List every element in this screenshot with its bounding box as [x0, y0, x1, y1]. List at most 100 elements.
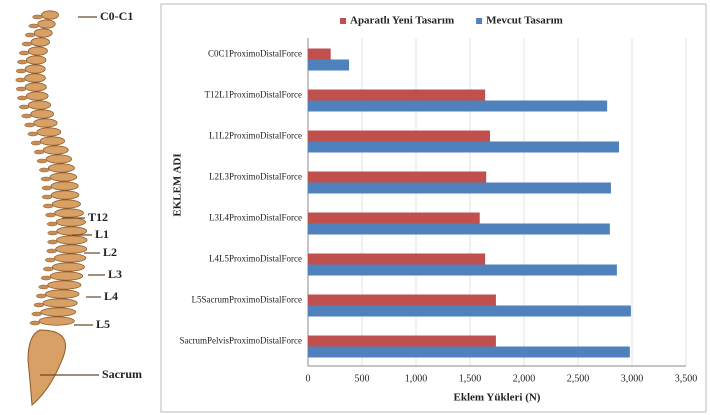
spinous-process [18, 104, 30, 110]
spine-label: L1 [95, 227, 109, 241]
bar [308, 223, 610, 235]
spine-label: L3 [108, 267, 122, 281]
legend-label: Mevcut Tasarım [486, 15, 563, 27]
vertebra [47, 163, 75, 173]
spinous-process [29, 320, 41, 326]
x-tick-label: 500 [355, 373, 370, 384]
vertebra [55, 217, 86, 227]
bar [308, 171, 487, 183]
spinous-process [17, 95, 28, 101]
spinous-process [35, 293, 47, 299]
spine-label: L4 [104, 289, 118, 303]
vertebra [33, 28, 53, 38]
spinous-process [46, 221, 58, 227]
vertebra [56, 235, 88, 245]
legend-label: Aparatlı Yeni Tasarım [350, 15, 454, 27]
bar [308, 48, 331, 60]
spinous-process [32, 14, 43, 20]
vertebra [49, 172, 78, 182]
x-tick-label: 2,500 [567, 373, 590, 384]
vertebra [42, 145, 69, 155]
y-axis-title: EKLEM ADI [172, 153, 184, 216]
spinous-process [15, 77, 26, 83]
x-tick-label: 3,000 [621, 373, 644, 384]
vertebra [51, 262, 85, 272]
spinous-process [45, 212, 56, 218]
vertebra [54, 208, 84, 218]
y-tick-label: L3L4ProximoDistalForce [209, 213, 302, 223]
vertebra [37, 19, 56, 29]
x-axis-title: Eklem Yükleri (N) [454, 392, 541, 404]
y-tick-label: L1L2ProximoDistalForce [209, 131, 302, 141]
spinous-process [43, 266, 54, 272]
x-tick-label: 3,500 [675, 373, 698, 384]
spinous-process [33, 302, 45, 308]
spinous-process [39, 167, 50, 173]
bar [308, 212, 480, 224]
spinous-process [28, 23, 40, 29]
spinous-process [40, 275, 52, 281]
spinous-process [15, 68, 27, 74]
vertebra [24, 73, 46, 83]
spinous-process [15, 86, 27, 92]
vertebra [41, 10, 59, 20]
bar [308, 100, 608, 112]
spinous-process [21, 41, 33, 47]
spine-label: Sacrum [102, 367, 142, 381]
spinous-process [27, 131, 39, 137]
vertebra [51, 199, 81, 209]
bar [308, 253, 486, 265]
spinous-process [24, 32, 36, 38]
vertebra [36, 127, 62, 137]
y-tick-label: L2L3ProximoDistalForce [209, 172, 302, 182]
y-tick-label: L5SacrumProximoDistalForce [192, 295, 302, 305]
vertebra [50, 181, 79, 191]
spinous-process [21, 113, 32, 119]
vertebra [45, 154, 73, 164]
spinous-process [36, 158, 48, 164]
bar [308, 182, 611, 194]
x-tick-label: 2,000 [513, 373, 536, 384]
spinous-process [47, 239, 58, 245]
spinous-process [38, 284, 49, 290]
spinous-process [42, 203, 54, 209]
vertebra [30, 109, 55, 119]
spinous-process [24, 122, 35, 128]
vertebra [25, 55, 47, 65]
vertebra [33, 118, 58, 128]
spinous-process [19, 50, 30, 56]
bar [308, 89, 486, 101]
vertebra [47, 280, 82, 290]
y-tick-label: T12L1ProximoDistalForce [205, 90, 303, 100]
spinous-process [31, 311, 43, 317]
spine-label: L2 [103, 245, 117, 259]
bar [308, 346, 630, 358]
bar [308, 305, 631, 317]
vertebra [38, 316, 75, 326]
x-tick-label: 1,500 [459, 373, 482, 384]
legend-swatch [476, 18, 483, 24]
x-tick-label: 1,000 [405, 373, 428, 384]
vertebra [56, 226, 88, 236]
spinous-process [47, 230, 58, 236]
vertebra [30, 37, 50, 47]
spine-label: L5 [96, 317, 110, 331]
spine-label: T12 [88, 210, 108, 224]
bar [308, 264, 617, 276]
vertebra [49, 271, 84, 281]
y-tick-label: L4L5ProximoDistalForce [209, 254, 302, 264]
vertebra [24, 82, 47, 92]
y-tick-label: C0C1ProximoDistalForce [208, 49, 302, 59]
bar [308, 335, 496, 347]
spinous-process [41, 194, 53, 200]
spine-label: C0-C1 [100, 9, 133, 23]
spinous-process [40, 176, 52, 182]
vertebra [50, 190, 80, 200]
vertebra [27, 46, 48, 56]
vertebra [44, 289, 80, 299]
bar [308, 294, 496, 306]
spinous-process [46, 248, 57, 254]
vertebra [55, 244, 88, 254]
